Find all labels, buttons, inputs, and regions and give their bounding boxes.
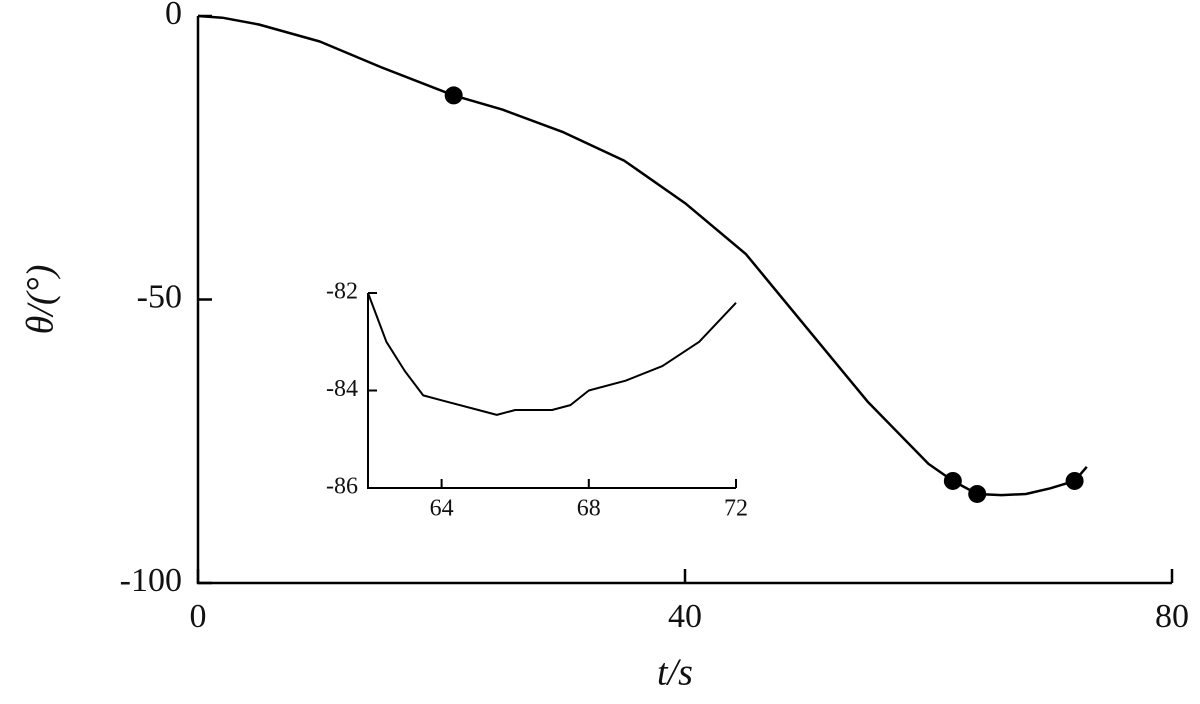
marker xyxy=(1065,471,1084,490)
y-tick-label: -50 xyxy=(137,278,182,315)
data-line xyxy=(367,292,737,416)
y-tick-label: 0 xyxy=(165,0,182,32)
marker xyxy=(968,484,987,503)
x-tick-label: 80 xyxy=(1155,598,1189,635)
marker xyxy=(444,86,463,105)
x-tick-label: 64 xyxy=(430,496,454,522)
y-tick-label: -82 xyxy=(326,279,358,305)
y-tick-label: -84 xyxy=(326,376,358,402)
x-axis-title: t/s xyxy=(657,652,693,694)
marker xyxy=(943,471,962,490)
x-tick-label: 40 xyxy=(668,598,702,635)
x-tick-label: 68 xyxy=(577,496,601,522)
x-tick-label: 72 xyxy=(724,496,748,522)
y-tick-label: -86 xyxy=(326,474,358,500)
y-tick-label: -100 xyxy=(120,562,182,599)
x-tick-label: 0 xyxy=(190,598,207,635)
data-line xyxy=(197,14,1088,497)
axes xyxy=(367,293,736,489)
y-axis-title: θ/(°) xyxy=(20,265,62,335)
